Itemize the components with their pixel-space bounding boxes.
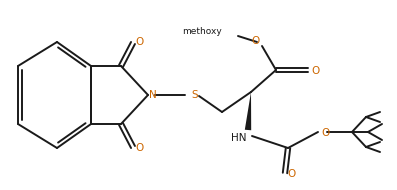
Text: O: O (136, 143, 144, 153)
Text: S: S (192, 90, 198, 100)
Polygon shape (245, 92, 251, 130)
Text: O: O (311, 66, 319, 76)
Text: O: O (251, 36, 259, 46)
Text: methoxy: methoxy (182, 28, 222, 36)
Text: O: O (321, 128, 329, 138)
Text: O: O (288, 169, 296, 179)
Text: HN: HN (231, 133, 247, 143)
Text: N: N (149, 90, 157, 100)
Text: O: O (136, 37, 144, 47)
